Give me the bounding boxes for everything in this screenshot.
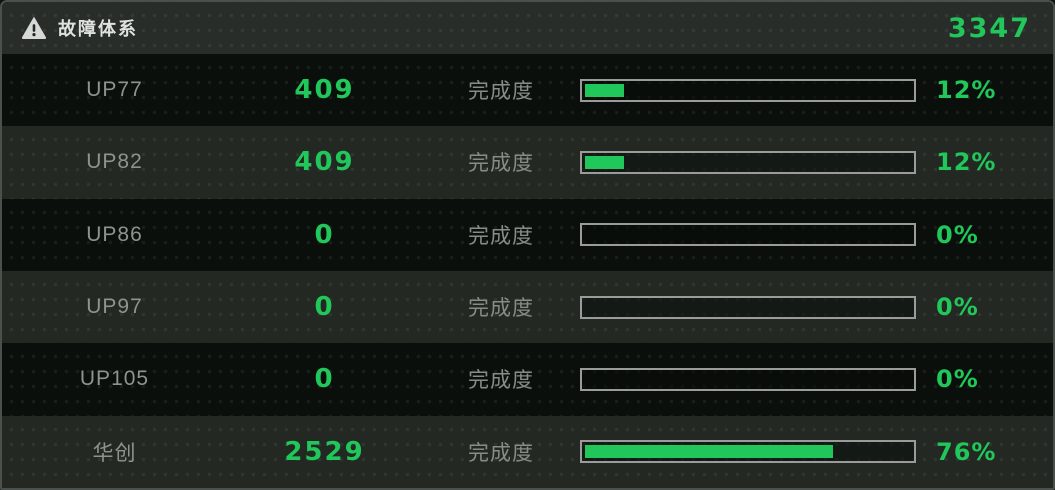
table-row: UP105 0 完成度 0% (2, 343, 1053, 416)
row-percent-value: 0% (936, 365, 979, 394)
progress-bar-track (580, 78, 916, 102)
progress-bar-track (580, 223, 916, 247)
progress-fill (585, 155, 625, 169)
row-percent-value: 76% (936, 437, 997, 466)
warning-icon (22, 17, 46, 39)
row-percent-value: 0% (936, 220, 979, 249)
row-progress-label: 完成度 (468, 297, 534, 321)
progress-bar-track (580, 150, 916, 174)
table-row: UP97 0 完成度 0% (2, 270, 1053, 344)
progress-fill (585, 445, 833, 459)
progress-fill (585, 83, 625, 97)
row-count-value: 0 (314, 219, 335, 250)
progress-bar-cell (580, 78, 922, 102)
row-count-value: 0 (314, 364, 335, 395)
progress-bar-track (580, 295, 916, 319)
table-row: UP86 0 完成度 0% (2, 198, 1053, 271)
row-progress-label: 完成度 (468, 152, 534, 176)
table-row: 华创 2529 完成度 76% (2, 415, 1053, 488)
row-progress-label: 完成度 (468, 369, 534, 393)
panel-total-value: 3347 (947, 12, 1031, 44)
progress-bar-cell (580, 150, 922, 174)
panel-title: 故障体系 (58, 19, 138, 39)
row-count-value: 409 (294, 147, 355, 178)
panel-header: 故障体系 3347 (2, 2, 1053, 54)
row-percent-value: 0% (936, 293, 979, 322)
rows: UP77 409 完成度 12% UP82 409 完成度 12% UP86 (2, 54, 1053, 488)
progress-bar-cell (580, 440, 922, 464)
row-name-label: UP97 (86, 295, 143, 319)
row-progress-label: 完成度 (468, 441, 534, 465)
row-name-label: UP77 (86, 78, 143, 102)
progress-bar-cell (580, 223, 922, 247)
row-name-label: UP82 (86, 150, 143, 174)
row-name-label: 华创 (92, 441, 137, 465)
row-percent-value: 12% (936, 76, 997, 105)
row-count-value: 2529 (284, 436, 365, 467)
progress-bar-cell (580, 295, 922, 319)
progress-bar-track (580, 367, 916, 391)
row-percent-value: 12% (936, 148, 997, 177)
row-name-label: UP86 (86, 222, 143, 246)
row-progress-label: 完成度 (468, 224, 534, 248)
progress-bar-track (580, 440, 916, 464)
table-row: UP77 409 完成度 12% (2, 54, 1053, 127)
row-progress-label: 完成度 (468, 80, 534, 104)
row-count-value: 409 (294, 75, 355, 106)
row-count-value: 0 (314, 292, 335, 323)
table-row: UP82 409 完成度 12% (2, 126, 1053, 199)
row-name-label: UP105 (79, 367, 150, 391)
progress-bar-cell (580, 367, 922, 391)
